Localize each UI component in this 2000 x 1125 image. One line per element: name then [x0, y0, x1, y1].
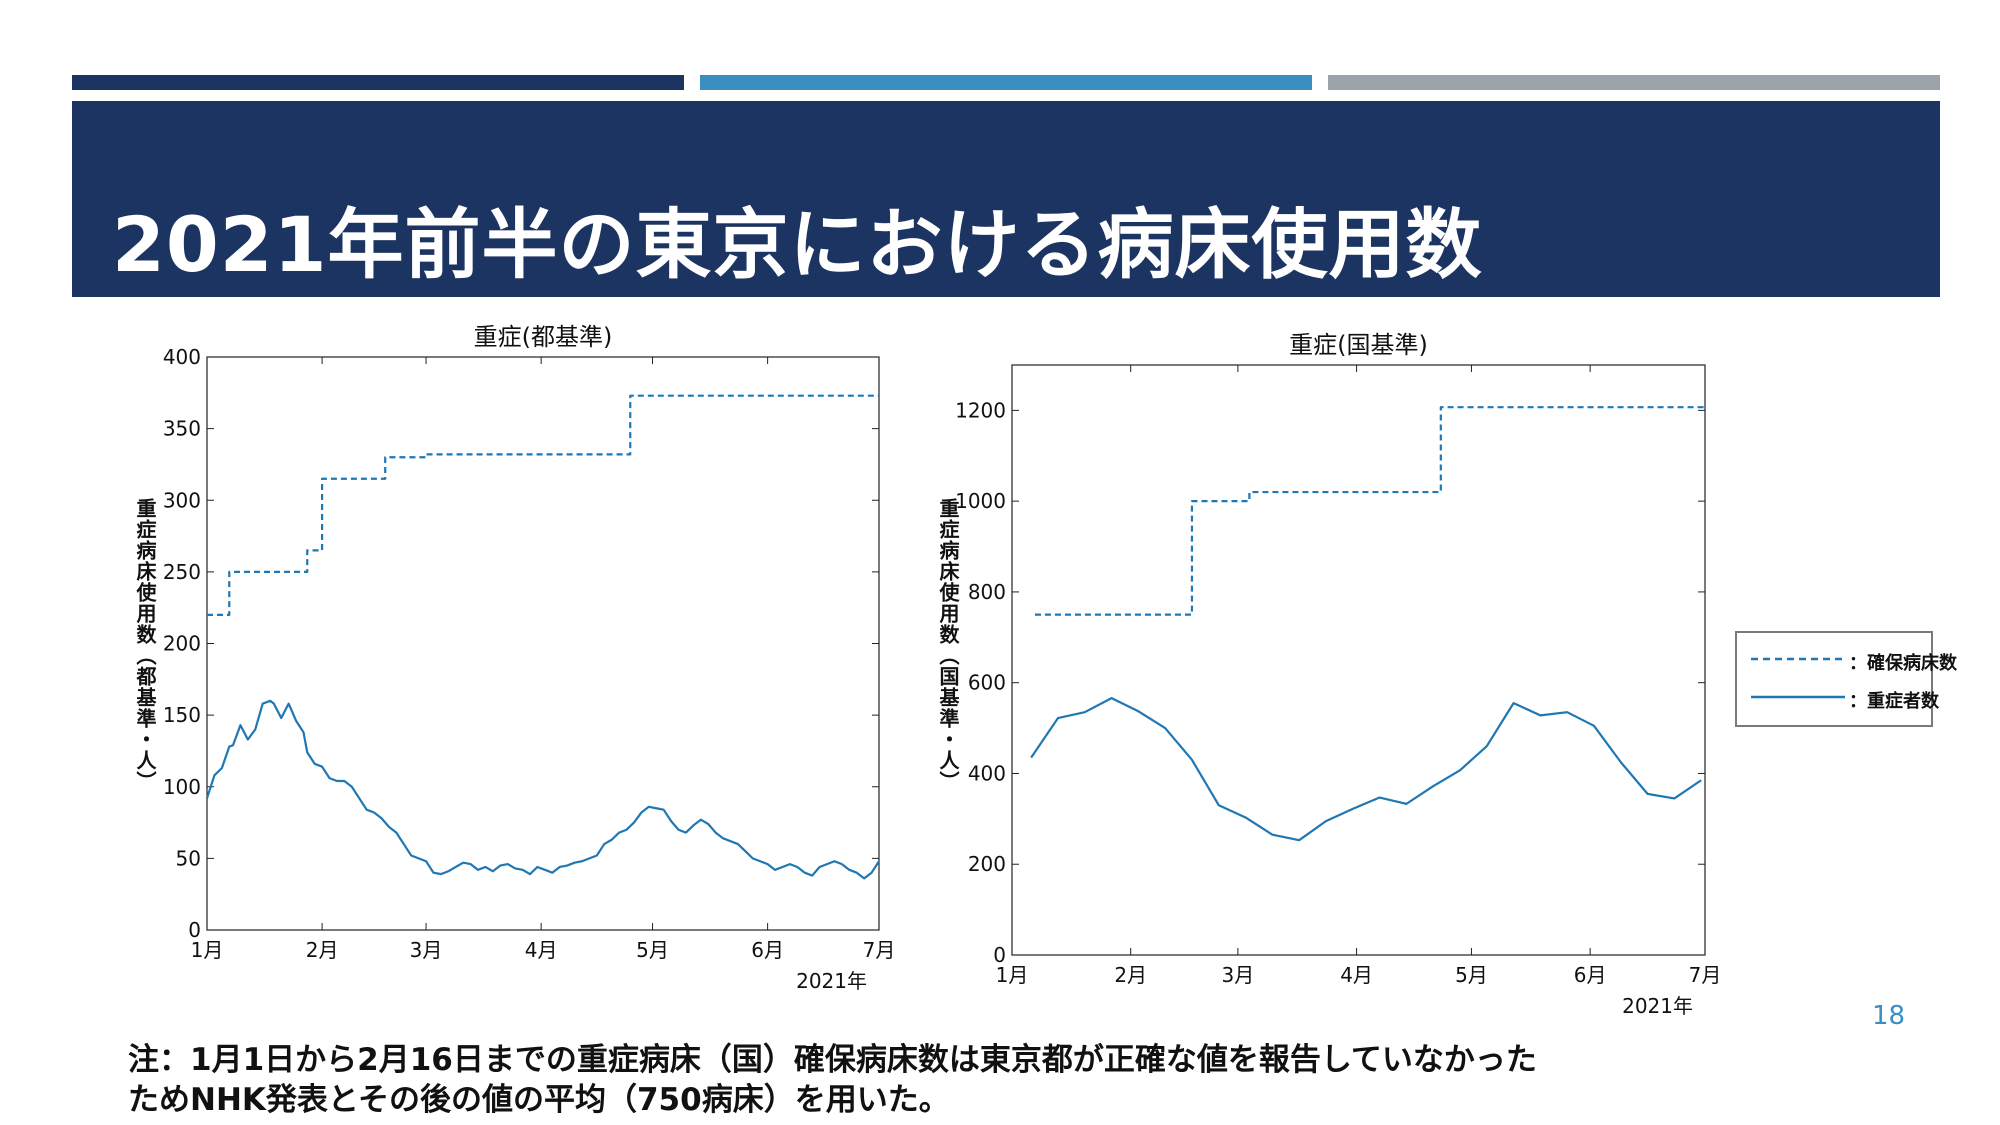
x-tick-label: 2月 [1114, 963, 1147, 987]
x-tick-label: 5月 [1455, 963, 1488, 987]
plot-frame [1012, 365, 1705, 955]
legend-item-severe: ：重症者数 [1751, 687, 1921, 711]
header-bar-gray [1328, 75, 1940, 90]
x-tick-label: 3月 [1222, 963, 1255, 987]
legend-label-capacity: ：確保病床数 [1849, 649, 1957, 675]
y-tick-label: 250 [163, 560, 201, 584]
header-bar-navy [72, 75, 684, 90]
chart-title: 重症(都基準) [474, 323, 613, 351]
y-tick-label: 1200 [955, 398, 1006, 422]
slide-title: 2021年前半の東京における病床使用数 [112, 183, 1483, 293]
x-tick-label: 1月 [191, 938, 224, 962]
x-tick-label: 4月 [525, 938, 558, 962]
legend-solid-line-icon [1751, 693, 1847, 701]
x-axis-label: 2021年 [796, 969, 867, 993]
legend-item-capacity: ：確保病床数 [1751, 649, 1921, 673]
title-band: 2021年前半の東京における病床使用数 [72, 101, 1940, 297]
x-tick-label: 3月 [410, 938, 443, 962]
series-capacity-line [207, 396, 879, 615]
x-tick-label: 5月 [636, 938, 669, 962]
series-severe-line [207, 701, 879, 879]
plot-frame [207, 357, 879, 930]
legend-label-severe: ：重症者数 [1849, 687, 1939, 713]
series-severe-line [1031, 698, 1701, 840]
y-tick-label: 200 [163, 632, 201, 656]
x-tick-label: 6月 [1574, 963, 1607, 987]
x-tick-label: 2月 [306, 938, 339, 962]
x-tick-label: 7月 [863, 938, 896, 962]
legend: ：確保病床数 ：重症者数 [1735, 631, 1933, 727]
x-tick-label: 6月 [751, 938, 784, 962]
y-tick-label: 600 [968, 671, 1006, 695]
header-bar-blue [700, 75, 1312, 90]
x-axis-label: 2021年 [1622, 994, 1693, 1018]
y-tick-label: 200 [968, 852, 1006, 876]
chart-title: 重症(国基準) [1289, 331, 1428, 359]
y-tick-label: 350 [163, 417, 201, 441]
footnote-line-1: 注：1月1日から2月16日までの重症病床（国）確保病床数は東京都が正確な値を報告… [128, 1040, 1868, 1080]
y-axis-label-left: 重症病床使用数（都基準・人） [131, 498, 160, 792]
footnote-line-2: ためNHK発表とその後の値の平均（750病床）を用いた。 [128, 1080, 1868, 1120]
y-tick-label: 400 [163, 345, 201, 369]
x-tick-label: 4月 [1340, 963, 1373, 987]
y-axis-label-right: 重症病床使用数（国基準・人） [934, 498, 963, 792]
series-capacity-line [1035, 407, 1705, 614]
page-number: 18 [1872, 1001, 1905, 1031]
y-tick-label: 100 [163, 775, 201, 799]
x-tick-label: 1月 [996, 963, 1029, 987]
y-tick-label: 50 [176, 846, 201, 870]
y-tick-label: 400 [968, 761, 1006, 785]
y-tick-label: 300 [163, 488, 201, 512]
y-tick-label: 800 [968, 580, 1006, 604]
footnote: 注：1月1日から2月16日までの重症病床（国）確保病床数は東京都が正確な値を報告… [128, 1040, 1868, 1120]
x-tick-label: 7月 [1689, 963, 1722, 987]
y-tick-label: 150 [163, 703, 201, 727]
legend-dashed-line-icon [1751, 655, 1847, 663]
